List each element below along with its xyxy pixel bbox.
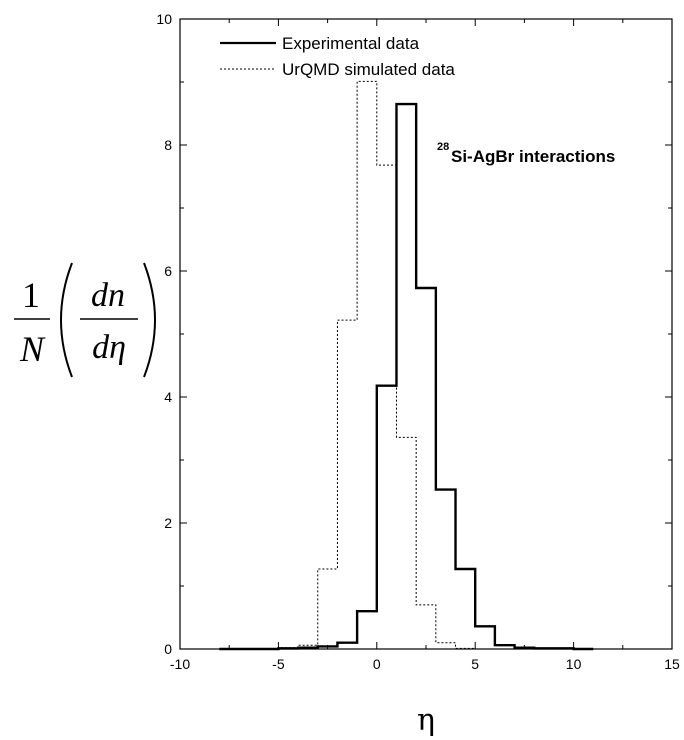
y-label-denominator: N (19, 329, 46, 369)
plot-frame (180, 19, 672, 649)
y-label-numerator: 1 (22, 275, 40, 315)
y-label-right-paren (144, 263, 155, 377)
legend: Experimental data UrQMD simulated data (220, 34, 455, 79)
x-tick-label: -10 (170, 656, 190, 672)
x-axis-label: η (417, 703, 435, 738)
y-tick-label: 6 (164, 263, 172, 279)
y-tick-label: 8 (164, 137, 172, 153)
x-tick-label: 5 (471, 656, 479, 672)
legend-label-urqmd: UrQMD simulated data (282, 60, 455, 79)
x-tick-label: 0 (373, 656, 381, 672)
annotation-superscript: 28 (437, 141, 449, 153)
y-axis-label: 1 N dn dη (14, 263, 155, 377)
y-label-left-paren (61, 263, 72, 377)
y-tick-label: 0 (164, 641, 172, 657)
x-tick-label: 10 (566, 656, 582, 672)
x-axis-ticks: -10 -5 0 5 10 15 (170, 19, 680, 672)
legend-label-experimental: Experimental data (282, 34, 420, 53)
y-tick-label: 4 (164, 389, 172, 405)
x-tick-label: 15 (664, 656, 680, 672)
series-experimental-line (219, 104, 593, 649)
y-label-inner-numerator: dn (91, 277, 125, 314)
y-tick-label: 10 (156, 11, 172, 27)
annotation: 28 Si-AgBr interactions (437, 141, 615, 166)
y-tick-label: 2 (164, 515, 172, 531)
y-axis-ticks: 0 2 4 6 8 10 (156, 11, 672, 657)
plot-area (180, 19, 672, 649)
annotation-text: Si-AgBr interactions (451, 147, 615, 166)
x-tick-label: -5 (272, 656, 285, 672)
series-group (219, 81, 593, 649)
y-label-inner-denominator: dη (92, 329, 126, 366)
